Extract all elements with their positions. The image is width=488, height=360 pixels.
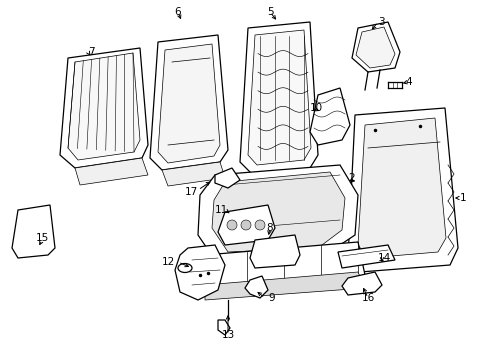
Text: 12: 12 (162, 257, 175, 267)
Polygon shape (355, 27, 394, 68)
Text: 9: 9 (267, 293, 274, 303)
Polygon shape (198, 165, 357, 260)
Text: 6: 6 (174, 7, 181, 17)
Polygon shape (68, 53, 140, 160)
Polygon shape (215, 168, 240, 188)
Polygon shape (175, 245, 224, 300)
Polygon shape (218, 205, 274, 245)
Polygon shape (150, 35, 227, 170)
Polygon shape (357, 118, 445, 258)
Text: 7: 7 (88, 47, 95, 57)
Circle shape (254, 220, 264, 230)
Polygon shape (244, 276, 267, 298)
Text: 10: 10 (309, 103, 323, 113)
Polygon shape (240, 22, 317, 174)
Text: 2: 2 (347, 173, 354, 183)
Text: 1: 1 (459, 193, 466, 203)
Circle shape (226, 220, 237, 230)
Polygon shape (60, 48, 148, 168)
Circle shape (241, 220, 250, 230)
Polygon shape (247, 30, 310, 165)
Text: 15: 15 (35, 233, 48, 243)
Text: 11: 11 (214, 205, 227, 215)
Polygon shape (347, 108, 457, 272)
Text: 8: 8 (266, 223, 273, 233)
Polygon shape (249, 235, 299, 268)
Polygon shape (204, 272, 364, 300)
Text: 5: 5 (266, 7, 273, 17)
Polygon shape (162, 162, 224, 186)
Text: 3: 3 (377, 17, 384, 27)
Text: 13: 13 (221, 330, 234, 340)
Text: 17: 17 (184, 187, 198, 197)
Polygon shape (337, 245, 394, 268)
Ellipse shape (178, 264, 192, 273)
Polygon shape (218, 320, 229, 335)
Text: 4: 4 (404, 77, 411, 87)
Polygon shape (75, 158, 148, 185)
Polygon shape (212, 172, 345, 252)
Polygon shape (158, 44, 220, 163)
Text: 16: 16 (361, 293, 374, 303)
Polygon shape (198, 242, 364, 295)
Polygon shape (351, 22, 399, 72)
Polygon shape (12, 205, 55, 258)
Text: 14: 14 (377, 253, 390, 263)
Polygon shape (309, 88, 349, 145)
Polygon shape (341, 272, 381, 295)
